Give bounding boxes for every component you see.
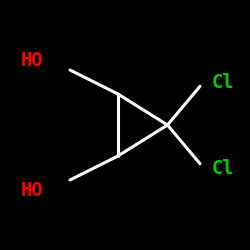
Text: Cl: Cl xyxy=(211,158,234,178)
Text: HO: HO xyxy=(21,180,44,200)
Text: Cl: Cl xyxy=(211,72,234,92)
Text: HO: HO xyxy=(21,50,44,70)
